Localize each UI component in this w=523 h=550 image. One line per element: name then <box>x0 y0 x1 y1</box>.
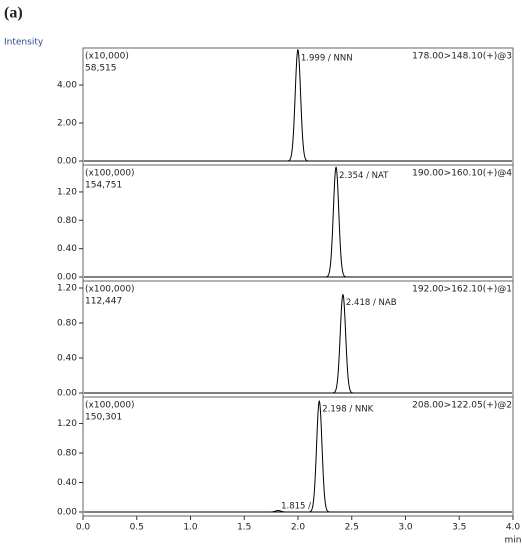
y-tick-label: 0.00 <box>57 273 77 283</box>
max-intensity: 112,447 <box>85 297 122 307</box>
peak-label: 2.354 / NAT <box>339 171 389 181</box>
peak <box>325 166 347 278</box>
x-tick-label: 2.5 <box>345 523 359 533</box>
peak <box>287 48 309 162</box>
peak-label: 2.418 / NAB <box>346 298 397 308</box>
y-tick-label: 0.80 <box>57 449 77 459</box>
peak-label: 1.815 / <box>281 502 311 512</box>
x-axis-label: min <box>505 536 522 546</box>
y-tick-label: 4.00 <box>57 81 77 91</box>
max-intensity: 154,751 <box>85 181 122 191</box>
x-tick-label: 1.0 <box>183 523 198 533</box>
peak <box>267 510 289 513</box>
y-tick-label: 0.40 <box>57 244 77 254</box>
y-tick-label: 0.00 <box>57 508 77 518</box>
scale-label: (x10,000) <box>85 52 129 62</box>
y-tick-label: 1.20 <box>57 187 77 197</box>
x-tick-label: 1.5 <box>237 523 251 533</box>
y-tick-label: 1.20 <box>57 419 77 429</box>
transition-label: 208.00>122.05(+)@2 <box>412 401 512 411</box>
transition-label: 190.00>160.10(+)@4 <box>412 169 512 179</box>
y-tick-label: 2.00 <box>57 119 77 129</box>
panel-frame <box>82 47 514 166</box>
y-tick-label: 0.80 <box>57 319 77 329</box>
panel-label: (a) <box>4 5 23 22</box>
peak-label: 1.999 / NNN <box>301 53 353 63</box>
y-axis-label: Intensity <box>4 38 44 48</box>
y-tick-label: 0.00 <box>57 389 77 399</box>
peak-label: 2.198 / NNK <box>322 405 373 415</box>
peak <box>308 400 331 513</box>
x-tick-label: 4.0 <box>506 523 521 533</box>
scale-label: (x100,000) <box>85 401 135 411</box>
panel-frame <box>82 164 514 282</box>
transition-label: 178.00>148.10(+)@3 <box>412 52 512 62</box>
y-tick-label: 1.20 <box>57 284 77 294</box>
x-tick-label: 3.0 <box>398 523 413 533</box>
scale-label: (x100,000) <box>85 285 135 295</box>
panel-frame <box>82 280 514 398</box>
y-tick-label: 0.00 <box>57 157 77 167</box>
y-tick-label: 0.40 <box>57 478 77 488</box>
x-tick-label: 0.5 <box>130 523 144 533</box>
y-tick-label: 0.80 <box>57 216 77 226</box>
peak <box>332 293 354 394</box>
scale-label: (x100,000) <box>85 169 135 179</box>
panel-frame <box>82 396 514 517</box>
max-intensity: 58,515 <box>85 64 117 74</box>
x-tick-label: 3.5 <box>452 523 466 533</box>
x-tick-label: 2.0 <box>291 523 306 533</box>
transition-label: 192.00>162.10(+)@1 <box>412 285 512 295</box>
x-tick-label: 0.0 <box>76 523 91 533</box>
y-tick-label: 0.40 <box>57 354 77 364</box>
max-intensity: 150,301 <box>85 413 122 423</box>
